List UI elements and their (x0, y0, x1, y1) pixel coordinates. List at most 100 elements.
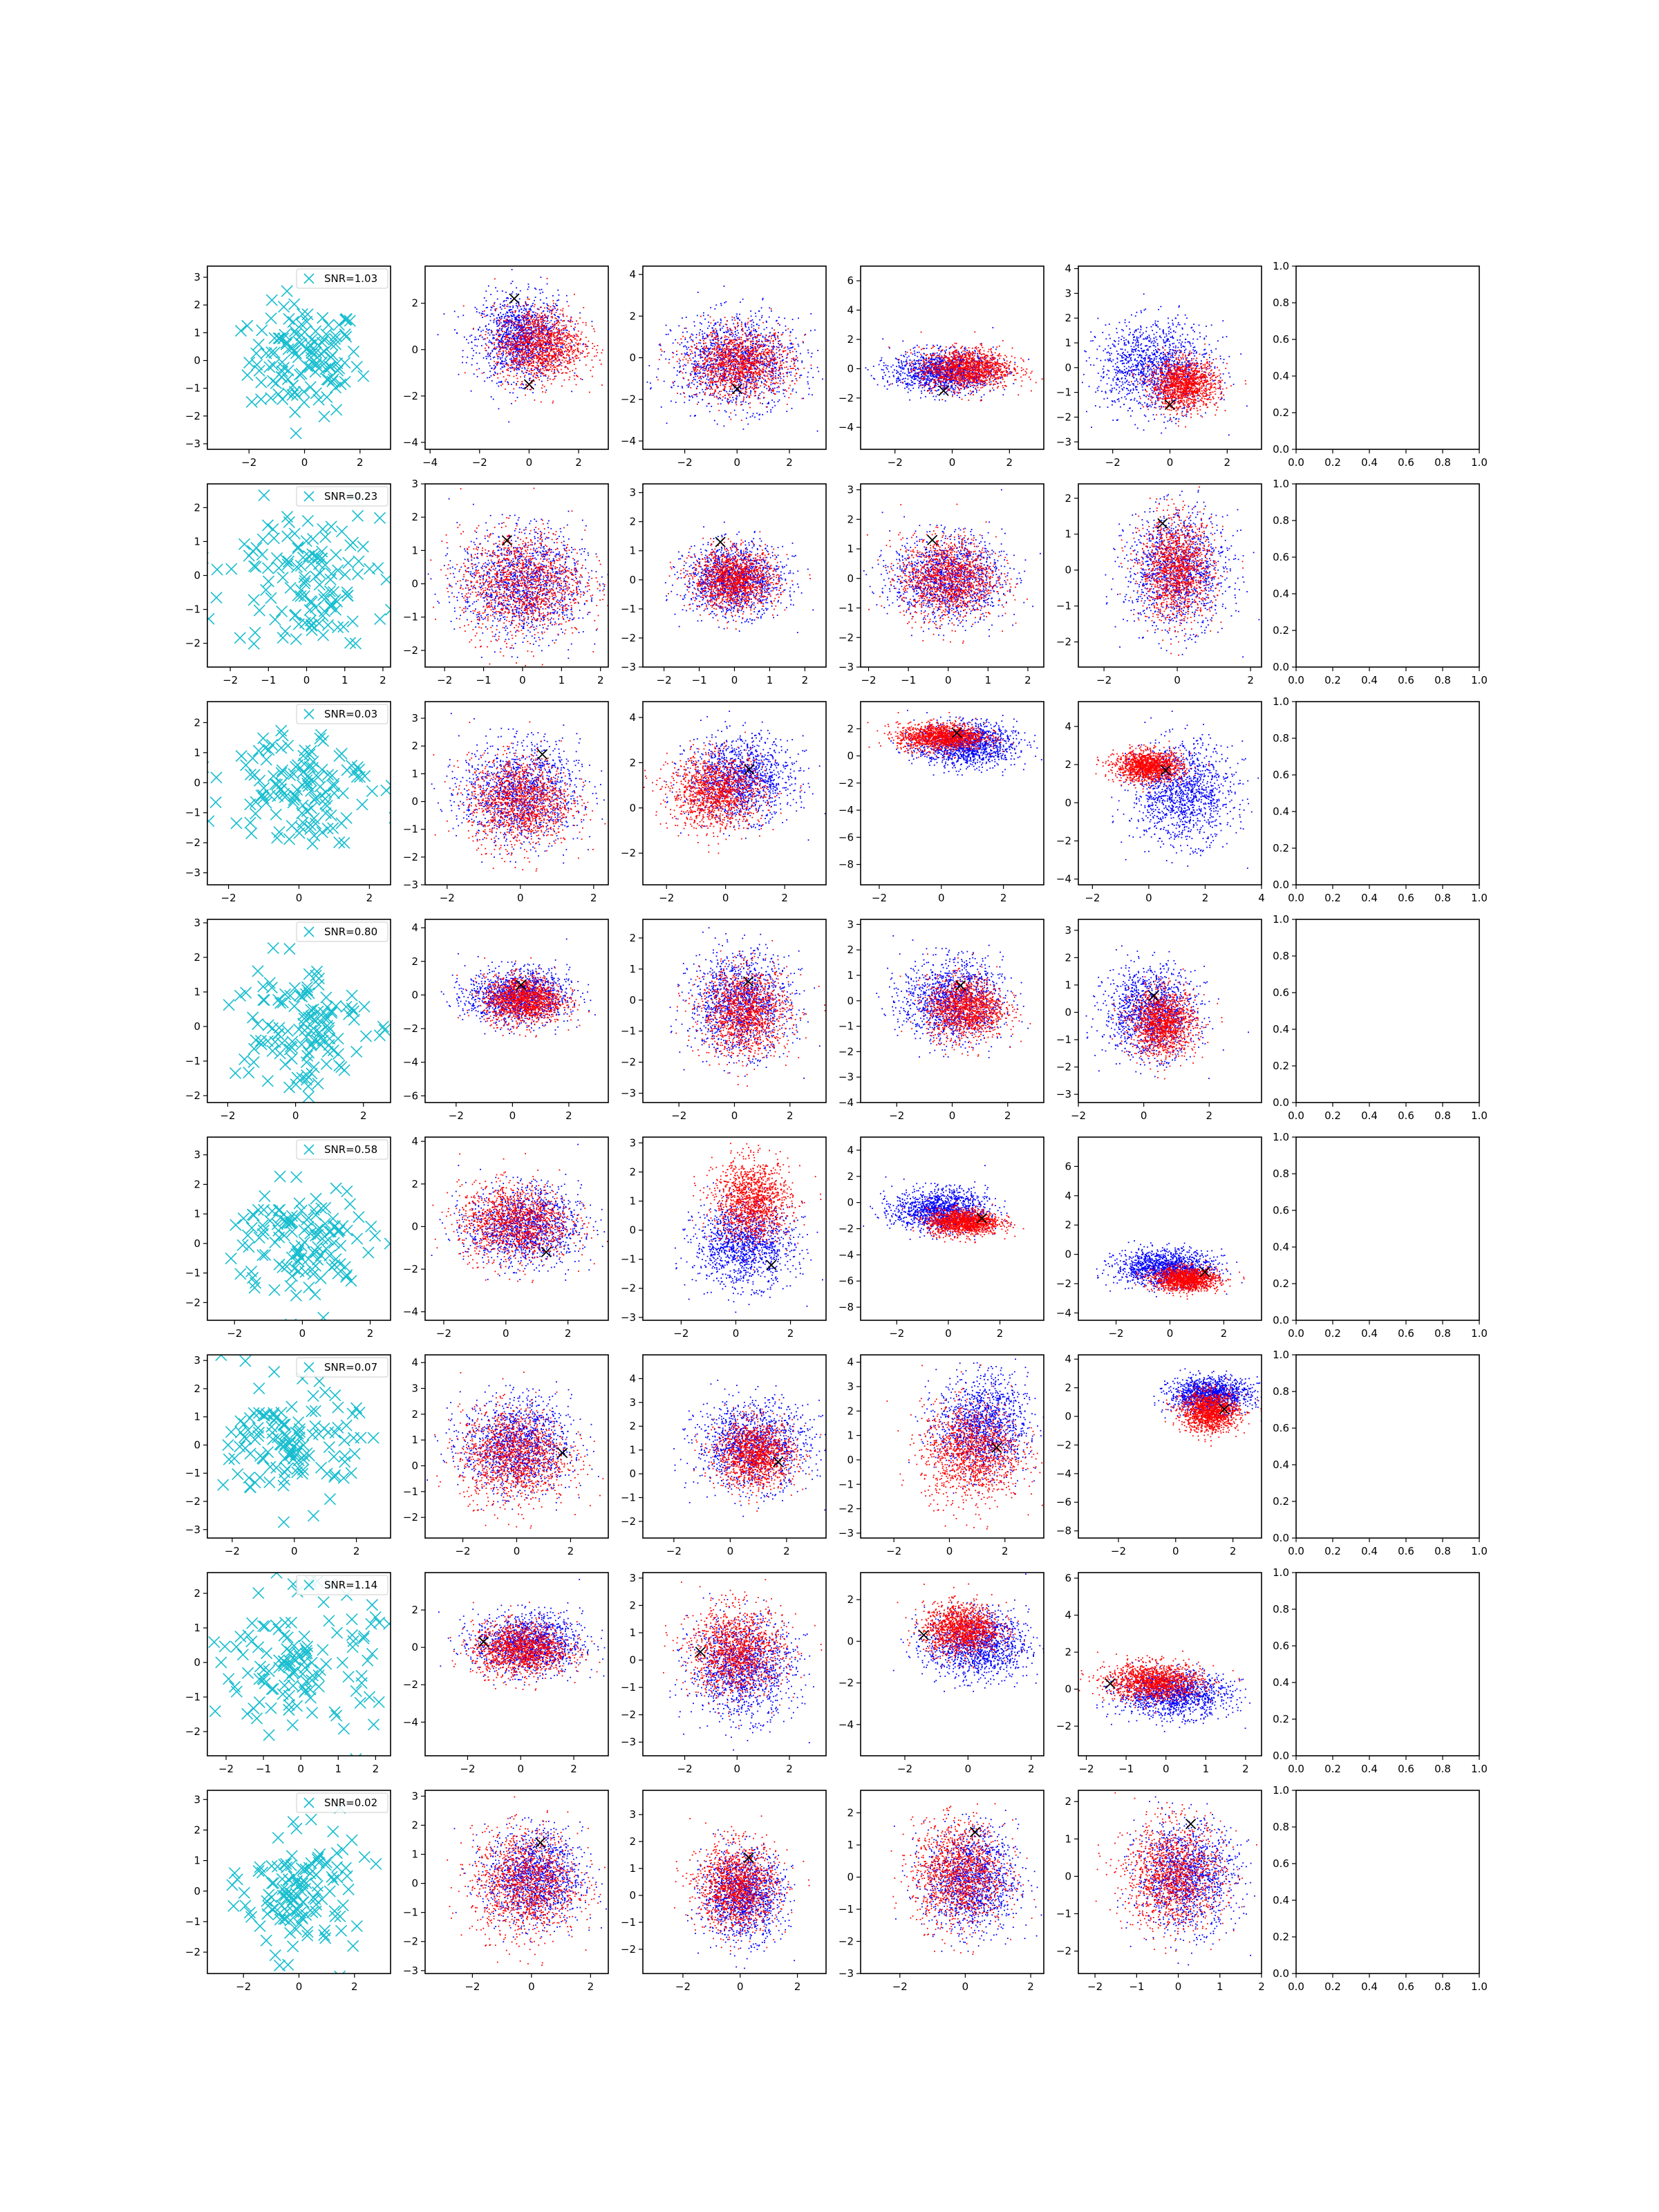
noise-point (279, 301, 290, 312)
data-point (563, 340, 565, 341)
data-point (789, 372, 790, 373)
data-point (767, 403, 769, 404)
data-point (568, 333, 569, 335)
data-point (760, 355, 762, 356)
data-point (570, 319, 572, 320)
data-point (570, 359, 572, 360)
data-point (751, 326, 753, 328)
data-point (501, 337, 503, 339)
data-point (782, 360, 783, 362)
data-point (700, 378, 702, 379)
data-point (794, 383, 796, 384)
data-point (765, 337, 766, 338)
data-point (703, 377, 704, 378)
data-point (520, 352, 521, 353)
data-point (541, 364, 543, 366)
data-point (556, 368, 558, 370)
data-point (774, 371, 775, 372)
data-point (494, 322, 495, 324)
data-point (763, 366, 765, 368)
data-point (555, 362, 556, 363)
data-point (514, 337, 515, 339)
data-point (545, 348, 546, 349)
data-point (499, 322, 500, 324)
data-point (542, 352, 543, 353)
data-point (508, 341, 509, 343)
data-point (520, 341, 521, 343)
data-point (579, 312, 581, 314)
data-point (508, 344, 509, 346)
data-point (505, 313, 507, 315)
data-point (745, 324, 747, 326)
data-point (543, 348, 544, 350)
data-point (696, 371, 697, 372)
data-point (535, 377, 536, 378)
data-point (530, 389, 532, 391)
data-point (750, 332, 751, 333)
data-point (522, 352, 523, 353)
data-point (711, 406, 712, 407)
data-point (494, 367, 496, 368)
data-point (563, 320, 565, 321)
data-point (742, 364, 744, 365)
data-point (558, 353, 559, 355)
data-point (575, 349, 577, 350)
data-point (775, 377, 776, 379)
data-point (505, 350, 507, 352)
data-point (743, 355, 744, 356)
data-point (522, 350, 523, 352)
data-point (571, 346, 572, 347)
data-point (476, 308, 478, 310)
data-point (501, 381, 503, 382)
data-point (574, 350, 575, 352)
data-point (514, 369, 515, 371)
data-point (734, 363, 735, 364)
data-point (526, 356, 527, 357)
data-point (810, 364, 812, 366)
data-point (573, 361, 574, 362)
data-point (760, 359, 761, 360)
data-point (718, 393, 719, 394)
data-point (741, 326, 742, 327)
data-point (743, 429, 744, 430)
data-point (522, 347, 523, 348)
data-point (505, 326, 506, 327)
data-point (744, 348, 746, 350)
data-point (535, 335, 536, 337)
data-point (501, 366, 503, 368)
data-point (556, 350, 558, 352)
noise-point (268, 375, 279, 386)
data-point (817, 367, 818, 368)
data-point (720, 403, 722, 404)
data-point (720, 346, 721, 348)
data-point (522, 357, 523, 358)
data-point (542, 319, 543, 320)
data-point (807, 372, 809, 373)
data-point (750, 310, 751, 312)
data-point (757, 375, 758, 376)
data-point (774, 366, 776, 368)
data-point (541, 322, 542, 324)
data-point (753, 341, 754, 342)
data-point (772, 362, 774, 364)
data-point (684, 353, 686, 354)
data-point (543, 318, 544, 319)
data-point (791, 380, 793, 382)
data-point (742, 348, 744, 349)
data-point (521, 359, 523, 361)
data-point (586, 348, 588, 350)
data-point (700, 322, 701, 324)
data-point (768, 403, 769, 404)
data-point (551, 383, 552, 384)
data-point (570, 346, 571, 347)
data-point (580, 352, 581, 353)
data-point (760, 393, 761, 395)
data-point (582, 344, 583, 346)
data-point (758, 372, 759, 373)
data-point (572, 335, 573, 337)
data-point (541, 317, 543, 318)
data-point (538, 361, 539, 362)
data-point (706, 368, 707, 369)
data-point (574, 294, 575, 295)
data-point (507, 370, 509, 371)
